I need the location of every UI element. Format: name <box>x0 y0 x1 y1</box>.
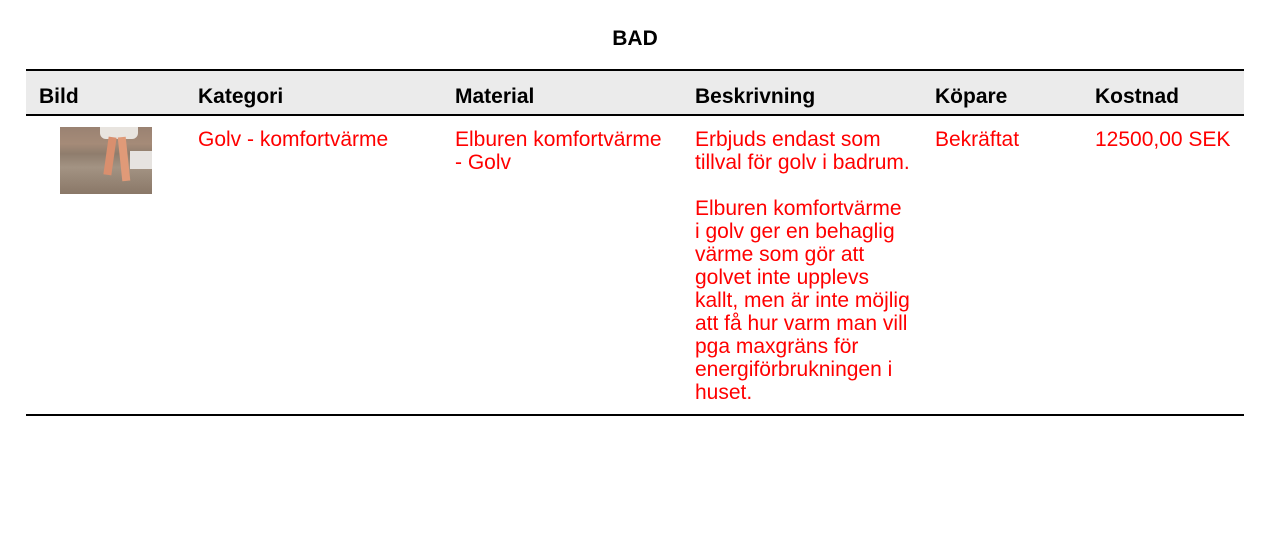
options-table: Bild Kategori Material Beskrivning Köpar… <box>26 69 1244 416</box>
page-title: BAD <box>612 27 658 50</box>
description-paragraph: Elburen komfortvärme i golv ger en behag… <box>695 197 910 404</box>
cell-material: Elburen komfortvärme - Golv <box>455 128 662 174</box>
header-kostnad: Kostnad <box>1095 85 1179 108</box>
header-beskrivning: Beskrivning <box>695 85 816 108</box>
description-paragraph: Erbjuds endast som tillval för golv i ba… <box>695 128 910 174</box>
product-image <box>60 127 152 194</box>
header-kategori: Kategori <box>198 85 284 108</box>
cell-kopare: Bekräftat <box>935 128 1020 151</box>
header-bild: Bild <box>39 85 79 108</box>
table-row: Golv - komfortvärme Elburen komfortvärme… <box>26 115 1244 415</box>
cell-beskrivning: Erbjuds endast som tillval för golv i ba… <box>682 115 922 415</box>
table-header-row: Bild Kategori Material Beskrivning Köpar… <box>26 70 1244 115</box>
header-kopare: Köpare <box>935 85 1008 108</box>
header-material: Material <box>455 85 535 108</box>
cell-kostnad: 12500,00 SEK <box>1095 128 1231 151</box>
cell-kategori: Golv - komfortvärme <box>198 128 389 151</box>
cell-bild <box>26 115 185 415</box>
